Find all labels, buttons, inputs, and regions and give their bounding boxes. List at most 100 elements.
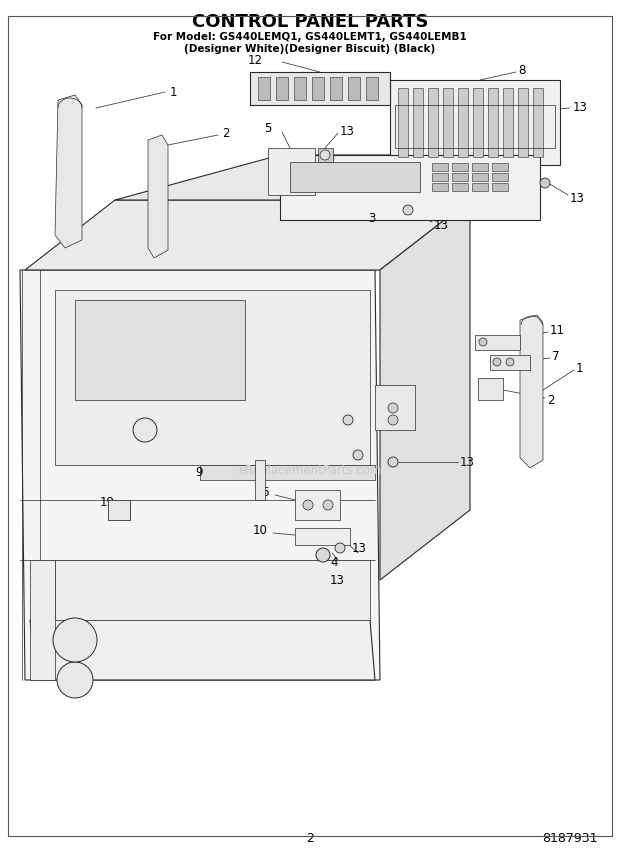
Polygon shape xyxy=(533,88,543,157)
Polygon shape xyxy=(472,163,488,171)
Polygon shape xyxy=(276,77,288,100)
Polygon shape xyxy=(492,163,508,171)
Text: 13: 13 xyxy=(352,542,367,555)
Polygon shape xyxy=(268,148,315,195)
Text: 2: 2 xyxy=(547,394,554,407)
Text: 7: 7 xyxy=(552,349,559,362)
Polygon shape xyxy=(108,500,130,520)
Text: 1: 1 xyxy=(576,361,583,375)
Text: 1: 1 xyxy=(170,86,177,98)
Polygon shape xyxy=(200,465,375,480)
Polygon shape xyxy=(428,88,438,157)
Polygon shape xyxy=(472,173,488,181)
Text: CONTROL PANEL PARTS: CONTROL PANEL PARTS xyxy=(192,13,428,31)
Text: 9: 9 xyxy=(195,466,203,479)
Polygon shape xyxy=(452,163,468,171)
Polygon shape xyxy=(443,88,453,157)
Polygon shape xyxy=(348,77,360,100)
Polygon shape xyxy=(55,560,370,620)
Polygon shape xyxy=(294,77,306,100)
Circle shape xyxy=(57,662,93,698)
Text: 6: 6 xyxy=(261,485,268,498)
Circle shape xyxy=(53,618,97,662)
Polygon shape xyxy=(518,88,528,157)
Polygon shape xyxy=(295,528,350,545)
Polygon shape xyxy=(432,163,448,171)
Polygon shape xyxy=(148,135,168,258)
Polygon shape xyxy=(488,88,498,157)
Polygon shape xyxy=(318,148,333,162)
Text: 8187931: 8187931 xyxy=(542,831,598,845)
Text: 19: 19 xyxy=(100,496,115,508)
Polygon shape xyxy=(30,560,55,680)
Polygon shape xyxy=(413,88,423,157)
Polygon shape xyxy=(20,270,380,680)
Polygon shape xyxy=(380,200,470,580)
Polygon shape xyxy=(295,490,340,520)
Circle shape xyxy=(335,543,345,553)
Polygon shape xyxy=(115,155,540,200)
Polygon shape xyxy=(432,173,448,181)
Circle shape xyxy=(323,500,333,510)
Polygon shape xyxy=(432,183,448,191)
Polygon shape xyxy=(398,88,408,157)
Circle shape xyxy=(133,418,157,442)
Polygon shape xyxy=(452,173,468,181)
Polygon shape xyxy=(452,183,468,191)
Polygon shape xyxy=(280,155,540,220)
Polygon shape xyxy=(258,77,270,100)
Polygon shape xyxy=(250,72,390,105)
Circle shape xyxy=(388,415,398,425)
Text: eReplacementParts.com: eReplacementParts.com xyxy=(238,463,382,477)
Polygon shape xyxy=(458,88,468,157)
Circle shape xyxy=(316,548,330,562)
Polygon shape xyxy=(75,300,245,400)
Circle shape xyxy=(403,205,413,215)
Text: 12: 12 xyxy=(248,54,263,67)
Polygon shape xyxy=(108,500,130,520)
Text: 13: 13 xyxy=(573,100,588,114)
Polygon shape xyxy=(290,162,420,192)
Text: 4: 4 xyxy=(330,556,337,569)
Text: For Model: GS440LEMQ1, GS440LEMT1, GS440LEMB1: For Model: GS440LEMQ1, GS440LEMT1, GS440… xyxy=(153,32,467,42)
Polygon shape xyxy=(30,620,375,680)
Circle shape xyxy=(540,178,550,188)
Text: 8: 8 xyxy=(518,63,525,76)
Polygon shape xyxy=(55,95,82,248)
Polygon shape xyxy=(366,77,378,100)
Text: 13: 13 xyxy=(434,218,449,231)
Polygon shape xyxy=(503,88,513,157)
Text: 10: 10 xyxy=(252,524,267,537)
Polygon shape xyxy=(473,88,483,157)
Polygon shape xyxy=(25,200,470,270)
Polygon shape xyxy=(492,183,508,191)
Text: 2: 2 xyxy=(306,831,314,845)
Circle shape xyxy=(479,338,487,346)
Circle shape xyxy=(493,358,501,366)
Circle shape xyxy=(320,150,330,160)
Circle shape xyxy=(506,358,514,366)
Circle shape xyxy=(353,450,363,460)
Polygon shape xyxy=(492,173,508,181)
Text: 5: 5 xyxy=(264,122,272,134)
Text: 3: 3 xyxy=(368,211,375,224)
Text: 13: 13 xyxy=(460,455,475,468)
Text: (Designer White)(Designer Biscuit) (Black): (Designer White)(Designer Biscuit) (Blac… xyxy=(184,44,436,54)
Circle shape xyxy=(388,403,398,413)
Polygon shape xyxy=(478,378,503,400)
Circle shape xyxy=(343,415,353,425)
Polygon shape xyxy=(520,315,543,468)
Polygon shape xyxy=(490,355,530,370)
Polygon shape xyxy=(330,77,342,100)
Text: 13: 13 xyxy=(570,192,585,205)
Polygon shape xyxy=(55,290,370,465)
Circle shape xyxy=(303,500,313,510)
Polygon shape xyxy=(312,77,324,100)
Polygon shape xyxy=(375,385,415,430)
Polygon shape xyxy=(475,335,520,350)
Polygon shape xyxy=(255,460,265,500)
Text: 13: 13 xyxy=(340,124,355,138)
Text: 13: 13 xyxy=(330,574,345,586)
Text: 11: 11 xyxy=(550,324,565,336)
Circle shape xyxy=(388,457,398,467)
